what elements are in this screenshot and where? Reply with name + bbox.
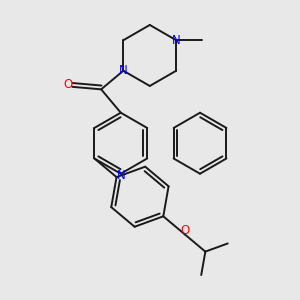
Text: O: O xyxy=(180,224,189,237)
Text: N: N xyxy=(116,169,125,182)
Text: N: N xyxy=(119,64,128,77)
Text: N: N xyxy=(172,34,181,47)
Text: O: O xyxy=(64,78,73,91)
